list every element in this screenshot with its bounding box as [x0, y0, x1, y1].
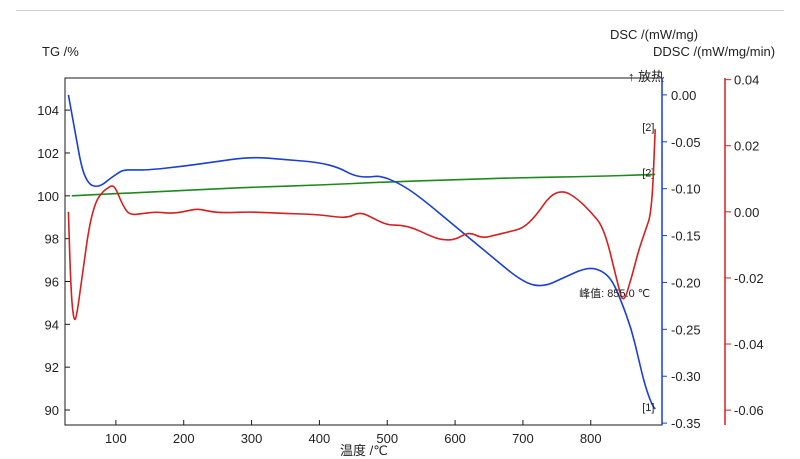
dsc-axis-title: DSC /(mW/mg) — [610, 27, 698, 42]
ddsc-tick-label: -0.04 — [734, 337, 764, 352]
dsc-tick-label: 0.00 — [671, 88, 696, 103]
series-layer: [2] [1] [2] — [67, 94, 656, 414]
ddsc-series-end-label: [2] — [642, 122, 654, 134]
dsc-tick-label: -0.05 — [671, 135, 701, 150]
x-tick-label: 600 — [444, 431, 466, 446]
tg-tick-label: 96 — [45, 274, 59, 289]
ddsc-tick-label: -0.02 — [734, 271, 764, 286]
x-tick-label: 500 — [376, 431, 398, 446]
tg-tick-label: 102 — [37, 146, 59, 161]
tg-series-end-label: [2] — [642, 167, 654, 179]
x-tick-label: 700 — [512, 431, 534, 446]
ddsc-axis-title: DDSC /(mW/mg/min) — [653, 44, 775, 59]
x-axis: 100 200 300 400 500 600 700 800 — [105, 420, 602, 446]
dsc-tick-label: -0.25 — [671, 322, 701, 337]
x-tick-label: 100 — [105, 431, 127, 446]
tg-tick-label: 92 — [45, 360, 59, 375]
peak-annotation: 峰值: 855.0 ℃ — [579, 287, 650, 300]
tg-tick-label: 104 — [37, 103, 59, 118]
ddsc-axis: 0.04 0.02 0.00 -0.02 -0.04 -0.06 — [725, 73, 764, 418]
tg-tick-label: 98 — [45, 232, 59, 247]
ddsc-tick-label: 0.00 — [734, 205, 759, 220]
tg-series-line — [71, 173, 656, 197]
tg-axis-title: TG /% — [42, 44, 79, 59]
ddsc-tick-label: 0.04 — [734, 73, 759, 88]
x-tick-label: 300 — [241, 431, 263, 446]
dsc-tick-label: -0.15 — [671, 229, 701, 244]
dsc-axis: 0.00 -0.05 -0.10 -0.15 -0.20 -0.25 -0.30 -0.35 — [662, 88, 701, 431]
dsc-tick-label: -0.35 — [671, 416, 701, 431]
dsc-tick-label: -0.10 — [671, 182, 701, 197]
tg-tick-label: 100 — [37, 189, 59, 204]
ddsc-tick-label: 0.02 — [734, 139, 759, 154]
x-tick-label: 800 — [580, 431, 602, 446]
ddsc-tick-label: -0.06 — [734, 403, 764, 418]
tg-axis: 90 92 94 96 98 100 102 104 — [37, 103, 70, 418]
exo-direction-label: ↑ 放热 — [628, 69, 664, 84]
dsc-series-line — [67, 94, 656, 410]
x-tick-label: 200 — [173, 431, 195, 446]
tg-tick-label: 90 — [45, 403, 59, 418]
tg-tick-label: 94 — [45, 317, 59, 332]
dsc-series-end-label: [1] — [642, 402, 654, 414]
x-tick-label: 400 — [309, 431, 331, 446]
dsc-tick-label: -0.30 — [671, 369, 701, 384]
ddsc-series-line — [67, 129, 656, 321]
x-axis-title: 温度 /℃ — [340, 443, 388, 458]
dsc-tick-label: -0.20 — [671, 275, 701, 290]
